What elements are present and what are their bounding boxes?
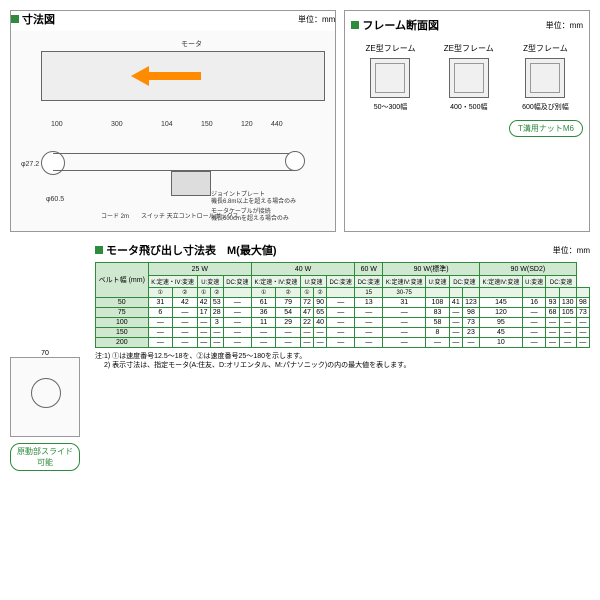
- dimensions-panel: 寸法図 単位：mm モータ 100 300 104 150 120 440 φ2…: [10, 10, 336, 232]
- frame-item: ZE型フレーム 400・500幅: [444, 43, 494, 112]
- dimensions-unit: 単位：mm: [298, 14, 335, 25]
- section-marker: [351, 21, 359, 29]
- dimensions-drawing: モータ 100 300 104 150 120 440 φ27.2 φ60.5 …: [11, 31, 335, 231]
- side-view: 70 原動部スライド可能: [10, 350, 80, 471]
- motor-label: モータ: [181, 39, 202, 49]
- frame-unit: 単位：mm: [546, 20, 583, 31]
- frame-panel: フレーム断面図 単位：mm ZE型フレーム 50～300幅 ZE型フレーム 40…: [344, 10, 590, 232]
- section-marker: [95, 246, 103, 254]
- table-notes: 注:1) ①は速度番号12.5～18を、②は速度番号25～180を示します。 2…: [95, 352, 590, 370]
- frame-title: フレーム断面図: [362, 17, 439, 33]
- direction-arrow: [131, 66, 211, 86]
- motor-title: モータ飛び出し寸法表 M(最大値): [106, 242, 277, 258]
- section-marker: [11, 15, 19, 23]
- t-nut-label: T溝用ナットM6: [509, 120, 583, 137]
- frame-item: Z型フレーム 600幅及び別幅: [522, 43, 569, 112]
- motor-unit: 単位：mm: [553, 245, 590, 256]
- dimensions-title: 寸法図: [22, 11, 55, 27]
- motor-table: ベルト幅 (mm)25 W40 W60 W90 W(標準)90 W(SD2)K:…: [95, 262, 590, 348]
- motor-table-section: モータ飛び出し寸法表 M(最大値) 単位：mm ベルト幅 (mm)25 W40 …: [95, 242, 590, 370]
- frame-item: ZE型フレーム 50～300幅: [365, 43, 415, 112]
- slide-label: 原動部スライド可能: [10, 443, 80, 471]
